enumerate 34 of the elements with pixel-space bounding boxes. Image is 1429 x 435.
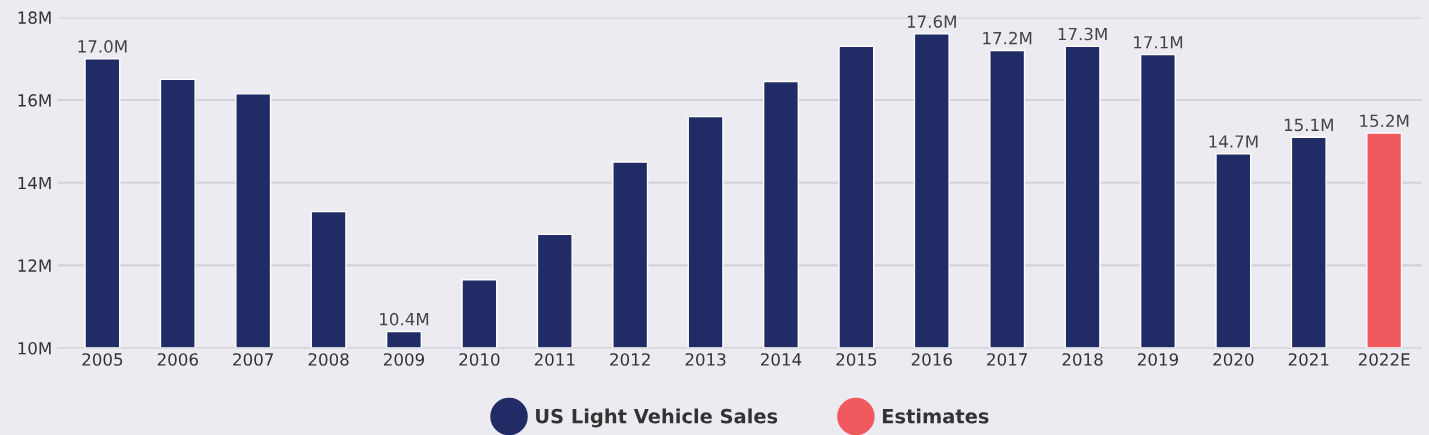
data-label: 17.6M — [907, 15, 956, 28]
data-label: 15.2M — [1360, 114, 1409, 128]
x-tick-label: 2006 — [157, 353, 198, 366]
y-tick-label: 12M — [18, 259, 51, 272]
x-tick-label: 2019 — [1137, 353, 1178, 366]
data-label: 10.4M — [380, 312, 429, 326]
y-tick-label: 16M — [18, 94, 51, 107]
data-label: 17.3M — [1058, 27, 1107, 41]
legend-label: US Light Vehicle Sales — [536, 408, 778, 428]
x-tick-label: 2020 — [1213, 353, 1254, 366]
y-tick-label: 14M — [18, 176, 51, 190]
x-tick-label: 2012 — [610, 353, 650, 366]
x-tick-label: 2022E — [1358, 353, 1410, 366]
x-tick-label: 2016 — [911, 353, 952, 366]
data-label: 17.1M — [1134, 36, 1183, 49]
x-tick-label: 2017 — [987, 353, 1027, 366]
x-tick-label: 2010 — [459, 353, 500, 366]
data-label: 15.1M — [1284, 118, 1333, 132]
x-tick-label: 2009 — [384, 353, 425, 366]
x-tick-label: 2015 — [836, 353, 877, 366]
legend-label: Estimates — [882, 408, 989, 424]
y-tick-label: 10M — [18, 341, 51, 355]
data-label: 17.0M — [78, 40, 127, 53]
x-tick-label: 2007 — [233, 353, 273, 366]
x-tick-label: 2013 — [685, 353, 726, 366]
x-tick-label: 2021 — [1288, 353, 1329, 366]
x-tick-label: 2011 — [534, 353, 575, 366]
data-label: 17.2M — [983, 31, 1032, 45]
data-label: 14.7M — [1209, 135, 1258, 148]
y-tick-label: 18M — [18, 11, 51, 24]
x-tick-label: 2014 — [760, 353, 802, 366]
x-tick-label: 2008 — [308, 353, 349, 366]
x-tick-label: 2018 — [1062, 353, 1103, 366]
x-tick-label: 2005 — [82, 353, 123, 366]
